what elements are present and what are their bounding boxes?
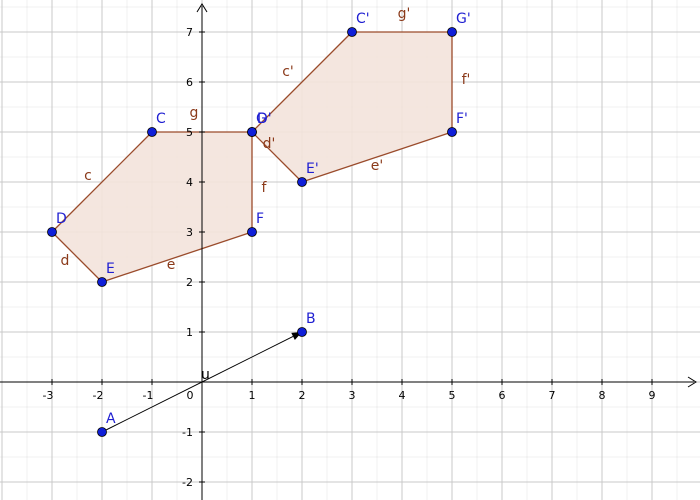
point-label: D	[56, 211, 67, 227]
y-tick-label: 4	[186, 176, 193, 189]
points-layer	[47, 27, 457, 437]
point-E[interactable]	[97, 277, 107, 287]
segment-label: e	[167, 257, 176, 273]
x-axis-arrow-icon	[687, 376, 697, 388]
segments-layer	[51, 31, 453, 283]
point-label: A	[106, 411, 116, 427]
vector-u[interactable]	[101, 336, 294, 433]
y-tick-label: 2	[186, 276, 193, 289]
y-tick-label: -2	[182, 476, 193, 489]
segment-d[interactable]	[51, 231, 103, 283]
x-tick-label: -2	[93, 389, 104, 402]
axes: -3 -2 -1 0 1 2 3 4 5 6 7 8 9 -2 -1 1 2 3 4 5 6 7	[0, 3, 697, 500]
segment-label: d	[61, 253, 70, 269]
point-A[interactable]	[97, 427, 107, 437]
segment-label: g'	[398, 6, 411, 22]
x-tick-label: -3	[43, 389, 54, 402]
segment-e-prime[interactable]	[301, 131, 453, 183]
segment-label: c	[84, 168, 92, 184]
x-tick-label: 2	[299, 389, 306, 402]
x-tick-label: 1	[249, 389, 256, 402]
point-C-prime[interactable]	[347, 27, 357, 37]
point-F-prime[interactable]	[447, 127, 457, 137]
point-D-prime[interactable]	[247, 127, 257, 137]
x-tick-label: -1	[143, 389, 154, 402]
point-label: F	[256, 211, 264, 227]
segment-label: g	[190, 105, 199, 121]
point-D[interactable]	[47, 227, 57, 237]
segment-c[interactable]	[51, 131, 153, 233]
segment-label: f'	[462, 72, 471, 88]
x-tick-label: 9	[649, 389, 656, 402]
y-tick-label: 3	[186, 226, 193, 239]
point-F[interactable]	[247, 227, 257, 237]
x-tick-label: 4	[399, 389, 406, 402]
y-tick-label: 1	[186, 326, 193, 339]
point-label: G	[256, 111, 267, 127]
point-G-prime[interactable]	[447, 27, 457, 37]
x-tick-label: 0	[187, 389, 194, 402]
segment-e[interactable]	[101, 231, 253, 283]
point-label: E'	[306, 161, 319, 177]
point-C[interactable]	[147, 127, 157, 137]
point-label: F'	[456, 111, 468, 127]
y-tick-label: 5	[186, 126, 193, 139]
point-label: D'	[257, 111, 272, 127]
point-label: C'	[356, 11, 370, 27]
polygon-image[interactable]	[252, 32, 452, 182]
y-axis-arrow-icon	[196, 3, 208, 13]
y-tick-label: -1	[182, 426, 193, 439]
point-E-prime[interactable]	[297, 177, 307, 187]
segment-label: e'	[371, 158, 383, 174]
x-tick-label: 7	[549, 389, 556, 402]
segment-label: d'	[263, 136, 276, 152]
y-tick-label: 7	[186, 26, 193, 39]
point-label: C	[156, 111, 166, 127]
x-tick-label: 3	[349, 389, 356, 402]
point-label: E	[106, 261, 115, 277]
point-B[interactable]	[297, 327, 307, 337]
x-tick-label: 5	[449, 389, 456, 402]
point-label: B	[306, 311, 316, 327]
x-tick-label: 6	[499, 389, 506, 402]
polygon-original[interactable]	[52, 132, 252, 282]
segment-c-prime[interactable]	[251, 31, 353, 133]
vector-label: u	[201, 367, 210, 383]
point-label: G'	[456, 11, 471, 27]
y-tick-label: 6	[186, 76, 193, 89]
segment-label: c'	[282, 64, 294, 80]
x-tick-label: 8	[599, 389, 606, 402]
segment-d-prime[interactable]	[251, 131, 303, 183]
labels-layer: c d e f g c' d' e' f' g' u A B C D E F G C' D' E' F' G'	[56, 6, 471, 427]
segment-label: f	[262, 180, 268, 196]
